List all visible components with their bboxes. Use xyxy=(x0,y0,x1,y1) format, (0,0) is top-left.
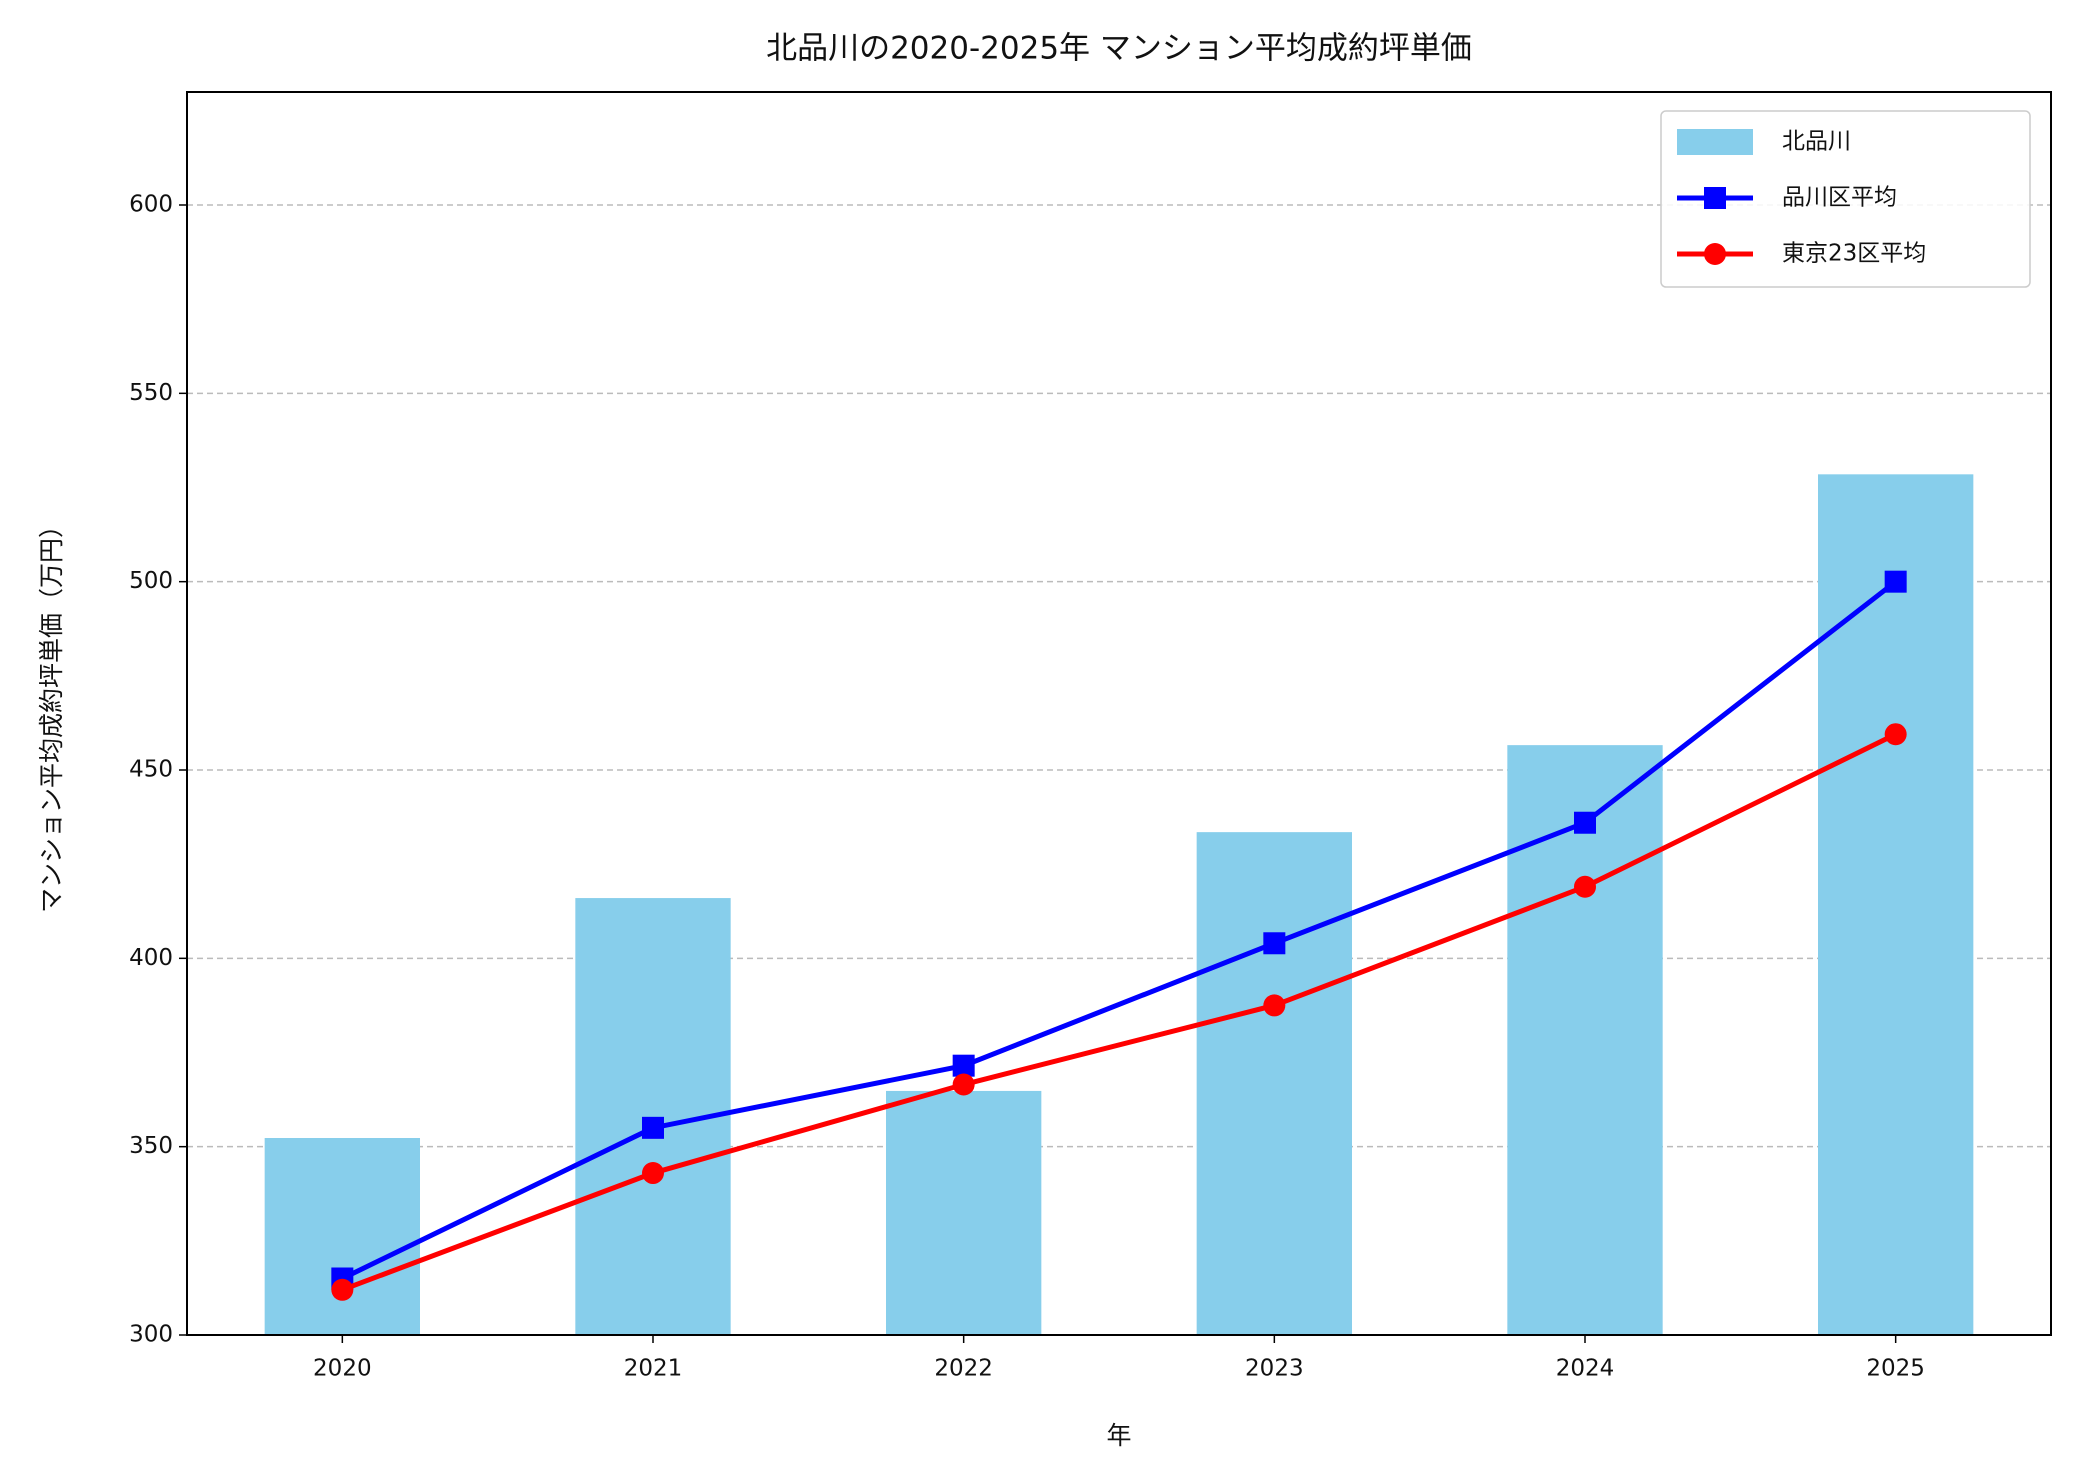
marker xyxy=(1884,723,1907,746)
y-tick-label: 300 xyxy=(129,1322,173,1348)
x-tick-label: 2023 xyxy=(1245,1356,1304,1382)
legend-marker xyxy=(1704,243,1726,265)
line xyxy=(341,731,1897,1293)
marker xyxy=(1574,811,1596,834)
y-tick-label: 400 xyxy=(129,945,173,971)
legend-label: 品川区平均 xyxy=(1782,185,1897,211)
marker xyxy=(1263,994,1286,1017)
y-axis-label: マンション平均成約坪単価（万円） xyxy=(37,513,66,913)
x-axis-label: 年 xyxy=(1106,1421,1131,1450)
bar xyxy=(1818,474,1974,1336)
marker xyxy=(952,1054,975,1077)
plot-frame xyxy=(186,91,2052,1336)
bar xyxy=(264,1138,420,1335)
bar xyxy=(1196,832,1352,1335)
line xyxy=(341,579,1898,1281)
legend-label: 北品川 xyxy=(1782,129,1851,155)
x-tick-label: 2021 xyxy=(624,1356,683,1382)
legend-label: 東京23区平均 xyxy=(1782,241,1926,267)
y-tick-label: 350 xyxy=(129,1133,173,1159)
y-tick-label: 600 xyxy=(129,192,173,218)
bar xyxy=(886,1090,1042,1335)
marker xyxy=(642,1116,664,1139)
x-tick-label: 2024 xyxy=(1556,1356,1615,1382)
marker xyxy=(1263,932,1286,955)
marker xyxy=(331,1278,354,1301)
legend-marker xyxy=(1704,187,1726,209)
x-tick-label: 2025 xyxy=(1866,1356,1925,1382)
y-tick-label: 450 xyxy=(129,757,173,783)
legend-box xyxy=(1660,110,2031,288)
chart-title: 北品川の2020-2025年 マンション平均成約坪単価 xyxy=(766,31,1472,67)
x-tick-label: 2022 xyxy=(934,1356,993,1382)
x-tick-label: 2020 xyxy=(313,1356,372,1382)
marker xyxy=(1884,570,1907,593)
marker xyxy=(952,1073,975,1096)
legend-swatch xyxy=(1677,129,1753,155)
y-tick-label: 550 xyxy=(129,380,173,406)
marker xyxy=(642,1162,664,1185)
marker xyxy=(1574,875,1596,898)
y-tick-label: 500 xyxy=(129,568,173,594)
